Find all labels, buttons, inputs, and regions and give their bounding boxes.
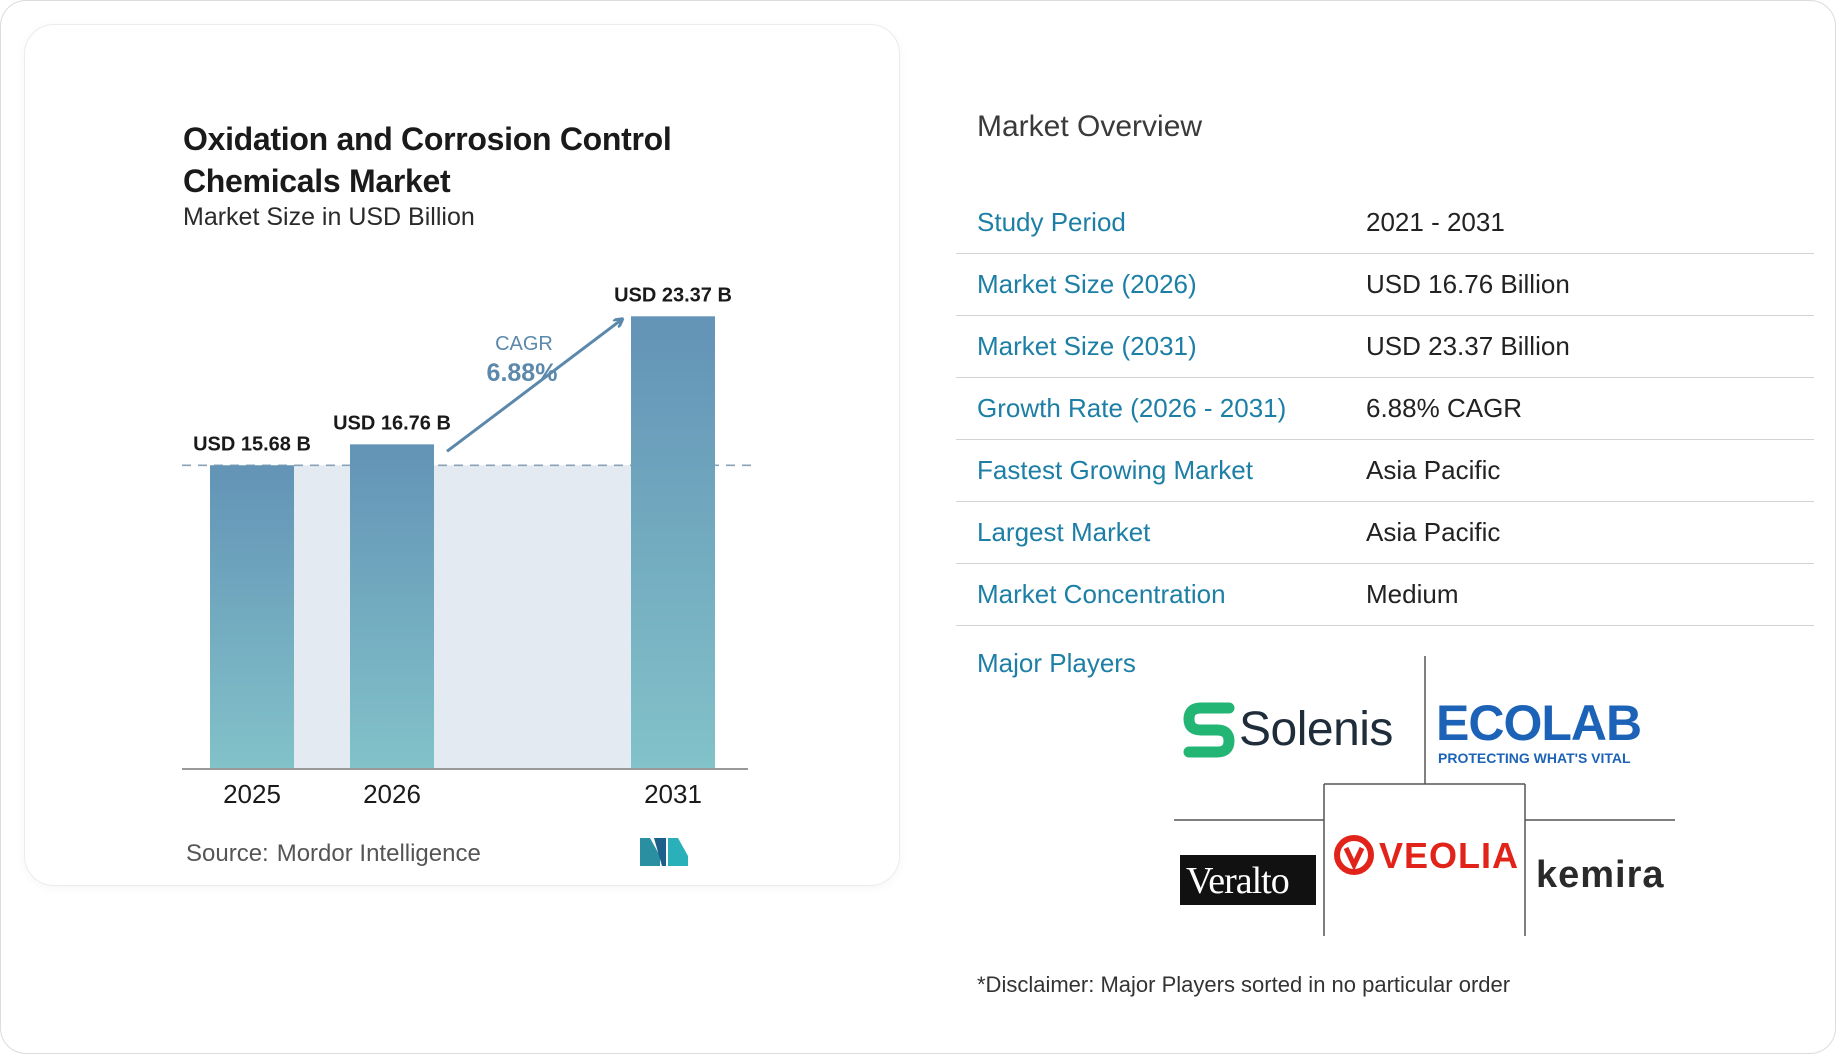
overview-row-market-concentration: Market Concentration Medium — [956, 564, 1814, 626]
bar-2031 — [631, 316, 715, 769]
overview-row-study-period: Study Period 2021 - 2031 — [956, 192, 1814, 254]
source-name: Mordor Intelligence — [276, 840, 481, 867]
overview-row-fastest-growing: Fastest Growing Market Asia Pacific — [956, 440, 1814, 502]
cagr-value: 6.88% — [487, 359, 558, 387]
ecolab-tagline: PROTECTING WHAT'S VITAL — [1438, 750, 1631, 766]
chart-title: Oxidation and Corrosion Control Chemical… — [183, 121, 672, 199]
disclaimer: *Disclaimer: Major Players sorted in no … — [977, 972, 1511, 997]
source-line: Source: Mordor Intelligence — [186, 840, 481, 868]
overview-value: 2021 - 2031 — [1366, 207, 1505, 237]
overview-label: Largest Market — [977, 517, 1151, 547]
cagr-arrow — [446, 319, 622, 453]
kemira-wordmark: kemira — [1536, 854, 1665, 896]
veolia-v-icon — [1334, 835, 1374, 875]
overview-label: Market Size (2026) — [977, 269, 1197, 299]
overview-label: Growth Rate (2026 - 2031) — [977, 393, 1287, 423]
overview-value: Medium — [1366, 579, 1459, 609]
overview-title: Market Overview — [977, 110, 1203, 143]
overview-row-growth-rate: Growth Rate (2026 - 2031) 6.88% CAGR — [956, 378, 1814, 440]
data-label-2031: USD 23.37 B — [614, 284, 732, 306]
data-label-2025: USD 15.68 B — [193, 433, 311, 455]
base-level-band — [252, 465, 673, 769]
chart-subtitle: Market Size in USD Billion — [183, 203, 475, 231]
cagr-label: CAGR — [495, 333, 553, 355]
overview-value: 6.88% CAGR — [1366, 393, 1523, 423]
x-tick-2026: 2026 — [363, 779, 421, 809]
x-tick-2031: 2031 — [644, 779, 702, 809]
overview-label: Study Period — [977, 207, 1126, 237]
solenis-s-icon — [1183, 702, 1235, 758]
veralto-wordmark: Veralto — [1186, 860, 1290, 902]
players-grid-lines — [1174, 656, 1675, 936]
overview-label: Market Concentration — [977, 579, 1226, 609]
overview-value: Asia Pacific — [1366, 455, 1501, 485]
overview-label: Market Size (2031) — [977, 331, 1197, 361]
overview-row-largest-market: Largest Market Asia Pacific — [956, 502, 1814, 564]
bar-2026 — [350, 444, 434, 769]
data-label-2026: USD 16.76 B — [333, 412, 451, 434]
veralto-logo: Veralto — [1180, 855, 1316, 905]
overview-label: Fastest Growing Market — [977, 455, 1253, 485]
overview-value: USD 23.37 Billion — [1366, 331, 1570, 361]
overview-row-market-size-2031: Market Size (2031) USD 23.37 Billion — [956, 316, 1814, 378]
source-label: Source: — [186, 840, 269, 867]
veolia-wordmark: VEOLIA — [1379, 835, 1520, 876]
solenis-wordmark: Solenis — [1239, 703, 1393, 756]
overview-value: Asia Pacific — [1366, 517, 1501, 547]
x-tick-2025: 2025 — [223, 779, 281, 809]
major-players-label: Major Players — [977, 648, 1136, 678]
overview-table: Study Period 2021 - 2031 Market Size (20… — [956, 192, 1814, 626]
overview-row-market-size-2026: Market Size (2026) USD 16.76 Billion — [956, 254, 1814, 316]
mordor-intelligence-logo-icon — [640, 838, 688, 866]
overview-value: USD 16.76 Billion — [1366, 269, 1570, 299]
ecolab-wordmark: ECOLAB — [1436, 695, 1642, 751]
bar-2025 — [210, 465, 294, 769]
bar-chart: USD 15.68 B 2025 USD 16.76 B 2026 USD 23.37 … — [182, 284, 752, 809]
